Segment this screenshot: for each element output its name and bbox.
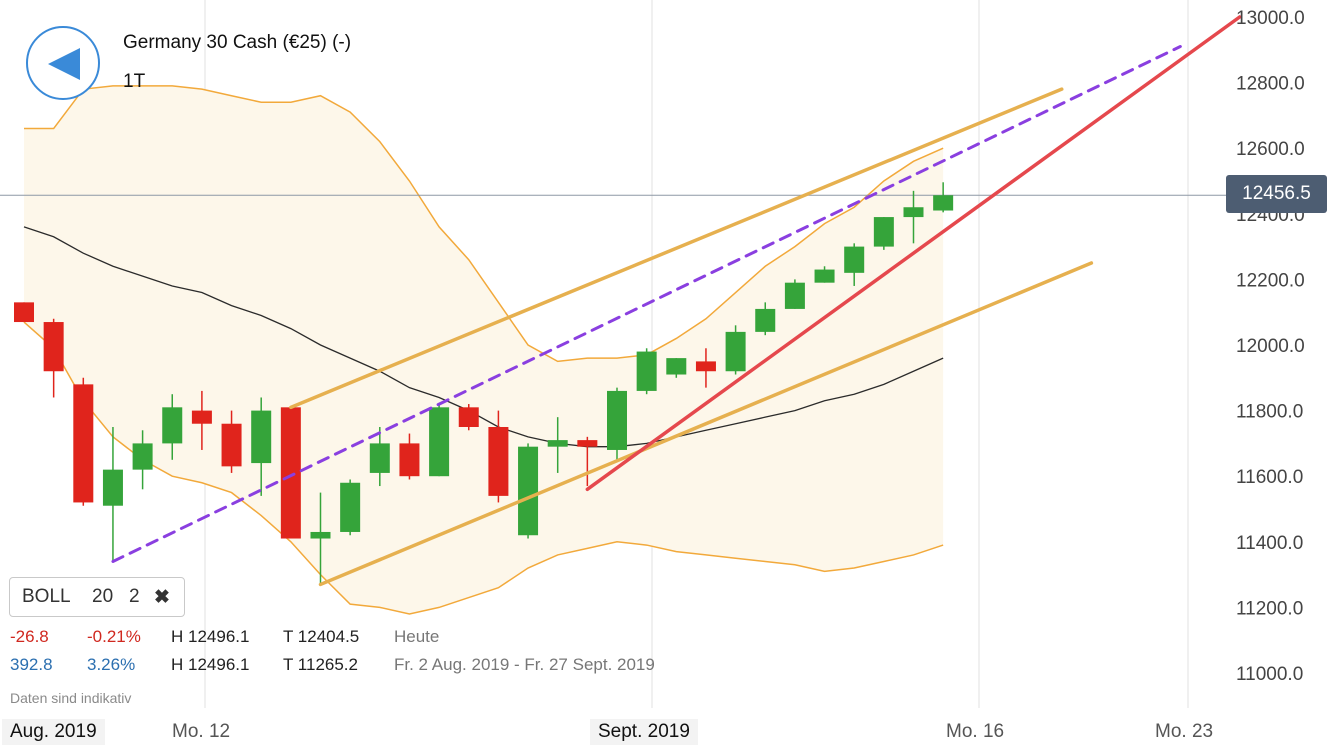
x-label-mo23: Mo. 23 <box>1155 721 1214 742</box>
y-tick-label: 11000.0 <box>1236 664 1303 685</box>
trend-line-lower-channel <box>318 261 1094 587</box>
candle-body <box>429 407 450 477</box>
bollinger-lower <box>23 321 944 615</box>
today-label: Heute <box>394 627 440 646</box>
close-icon[interactable]: ✖ <box>154 587 170 608</box>
indicator-chip[interactable]: BOLL 20 2 ✖ <box>9 577 185 617</box>
candle-body <box>14 302 34 323</box>
range-change: 392.8 <box>10 655 53 674</box>
current-price-tag: 12456.5 <box>1226 175 1327 213</box>
candle-body <box>933 195 954 211</box>
bollinger-fill <box>24 85 944 614</box>
trend-line-red-support <box>585 15 1242 492</box>
today-high: H 12496.1 <box>171 627 250 646</box>
candle-body <box>221 423 242 467</box>
candle-body <box>399 443 420 477</box>
candle-body <box>251 410 272 464</box>
candle-body <box>607 390 627 450</box>
bollinger-upper <box>24 85 944 363</box>
today-change-pct: -0.21% <box>87 627 141 646</box>
range-high: H 12496.1 <box>171 655 250 674</box>
trend-line-purple-dashed <box>111 45 1182 563</box>
y-tick-label: 11200.0 <box>1236 598 1303 619</box>
candle-body <box>666 358 687 375</box>
x-label-sept: Sept. 2019 <box>590 719 698 745</box>
range-change-pct: 3.26% <box>87 655 136 674</box>
candle-body <box>162 407 183 444</box>
y-tick-label: 12200.0 <box>1236 270 1305 291</box>
x-label-aug: Aug. 2019 <box>2 719 105 745</box>
disclaimer: Daten sind indikativ <box>10 690 132 706</box>
range-label: Fr. 2 Aug. 2019 - Fr. 27 Sept. 2019 <box>394 655 655 674</box>
y-tick-label: 12800.0 <box>1236 74 1305 95</box>
candle-body <box>755 308 776 332</box>
x-label-mo12: Mo. 12 <box>172 721 231 742</box>
candle-body <box>873 217 894 247</box>
candle-body <box>636 351 657 391</box>
candle-body <box>488 427 509 496</box>
y-tick-label: 13000.0 <box>1236 8 1305 29</box>
indicator-name: BOLL <box>22 586 71 607</box>
trend-line-upper-channel <box>289 87 1064 410</box>
today-low: T 12404.5 <box>283 627 360 646</box>
period-label[interactable]: 1T <box>123 71 146 92</box>
bollinger-middle <box>23 226 944 448</box>
y-tick-label: 12000.0 <box>1236 336 1305 357</box>
candle-body <box>340 482 361 532</box>
candle-body <box>458 407 479 427</box>
y-tick-label: 11800.0 <box>1236 402 1303 423</box>
candle-body <box>814 269 835 283</box>
y-tick-label: 12600.0 <box>1236 139 1305 160</box>
indicator-period: 20 <box>92 586 114 607</box>
candle-body <box>844 246 865 273</box>
candle-body <box>132 443 153 470</box>
candle-body <box>695 361 716 372</box>
triangle-left-icon <box>48 48 80 80</box>
candle-body <box>43 322 64 372</box>
candle-body <box>518 446 539 536</box>
candle-body <box>73 384 94 503</box>
candle-body <box>784 282 805 309</box>
candle-body <box>310 531 331 539</box>
candle-body <box>102 469 123 506</box>
candle-body <box>903 207 924 218</box>
instrument-title: Germany 30 Cash (€25) (-) <box>123 32 352 53</box>
range-low: T 11265.2 <box>283 655 358 674</box>
back-button[interactable] <box>26 26 100 100</box>
y-tick-label: 11600.0 <box>1236 467 1303 488</box>
candle-body <box>369 443 390 473</box>
indicator-stddev: 2 <box>129 586 140 607</box>
candle-body <box>577 440 598 447</box>
candle-body <box>725 331 746 372</box>
candle-body <box>547 440 568 447</box>
y-tick-label: 11400.0 <box>1236 533 1303 554</box>
today-change: -26.8 <box>10 627 49 646</box>
candle-body <box>191 410 212 424</box>
candle-body <box>280 407 301 539</box>
x-label-mo16: Mo. 16 <box>946 721 1005 742</box>
